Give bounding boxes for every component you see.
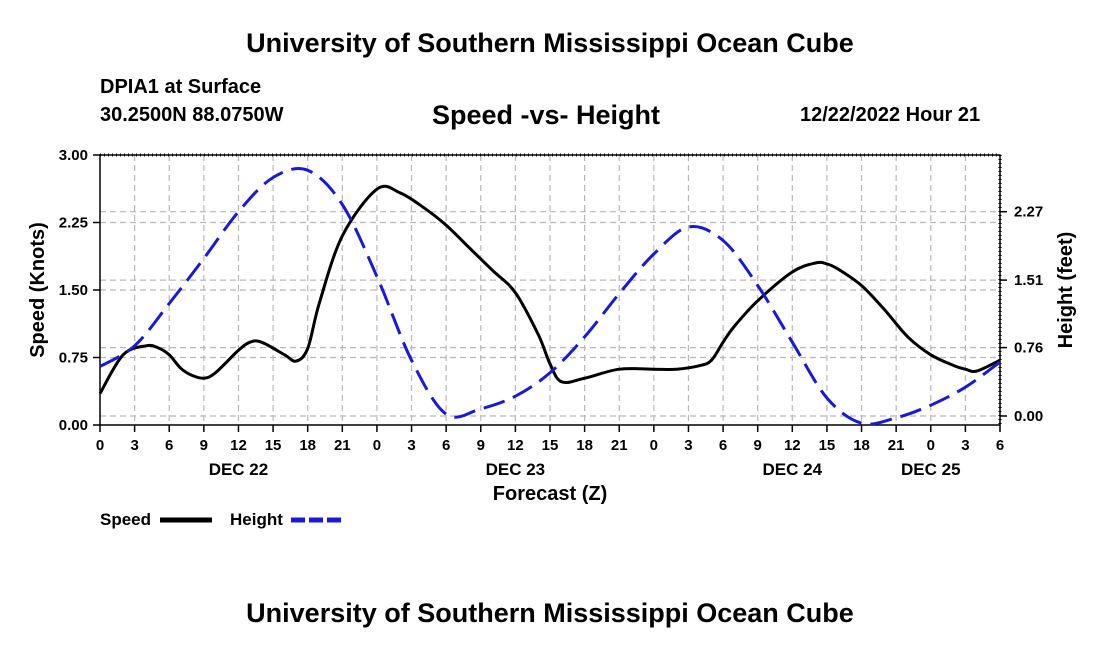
main-title: University of Southern Mississippi Ocean… [246,28,854,58]
x-tick-label: 9 [200,437,208,454]
left-y-tick-label: 0.00 [59,417,88,434]
x-tick-label: 12 [507,437,524,454]
right-y-axis-label: Height (feet) [1055,232,1077,349]
series-line-speed [98,184,1001,395]
x-tick-label: 21 [611,437,628,454]
left-y-tick-label: 0.75 [59,350,88,367]
x-tick-label: 9 [754,437,762,454]
x-tick-label: 6 [996,437,1004,454]
legend-height-label: Height [230,510,283,529]
x-tick-label: 3 [961,437,969,454]
x-tick-label: 6 [442,437,450,454]
left-y-tick-label: 3.00 [59,147,88,164]
x-tick-label: 18 [576,437,593,454]
x-axis-label: Forecast (Z) [493,483,607,505]
x-tick-label: 9 [477,437,485,454]
x-tick-label: 3 [684,437,692,454]
x-tick-label: 6 [165,437,173,454]
x-tick-label: 15 [265,437,282,454]
x-tick-label: 3 [130,437,138,454]
x-tick-label: 12 [784,437,801,454]
grid [100,155,1000,425]
x-tick-label: 0 [927,437,935,454]
series-line-height [99,167,1001,426]
right-y-tick-label: 0.00 [1014,408,1043,425]
x-tick-label: 6 [719,437,727,454]
left-y-tick-label: 1.50 [59,282,88,299]
x-tick-label: 15 [819,437,836,454]
x-tick-label: 0 [373,437,381,454]
right-y-tick-label: 0.76 [1014,340,1043,357]
x-tick-label: 18 [299,437,316,454]
x-tick-label: 21 [888,437,905,454]
axes: 0 3 6 9 12 15 18 21 0 3 6 9 12 15 18 21 0 3 6 9 12 15 18 21 0 3 60… [59,147,1043,479]
right-y-tick-label: 1.51 [1014,272,1043,289]
series-layer [98,167,1001,426]
left-y-axis-label: Speed (Knots) [27,222,49,358]
legend-speed-label: Speed [100,510,151,529]
left-y-tick-label: 2.25 [59,215,88,232]
x-tick-label: 0 [650,437,658,454]
x-tick-label: 12 [230,437,247,454]
right-y-tick-label: 2.27 [1014,204,1043,221]
x-tick-label: 0 [96,437,104,454]
x-tick-label: 3 [407,437,415,454]
station-label: DPIA1 at Surface [100,76,262,98]
forecast-datetime: 12/22/2022 Hour 21 [800,104,981,126]
coordinates-label: 30.2500N 88.0750W [100,104,284,126]
date-label: DEC 22 [209,460,269,479]
x-tick-label: 18 [853,437,870,454]
footer-title: University of Southern Mississippi Ocean… [246,598,854,628]
date-label: DEC 25 [901,460,961,479]
x-tick-label: 21 [334,437,351,454]
x-tick-label: 15 [542,437,559,454]
chart-subtitle: Speed -vs- Height [432,100,661,130]
date-label: DEC 24 [763,460,823,479]
legend: Speed Height [100,510,343,529]
date-label: DEC 23 [486,460,546,479]
